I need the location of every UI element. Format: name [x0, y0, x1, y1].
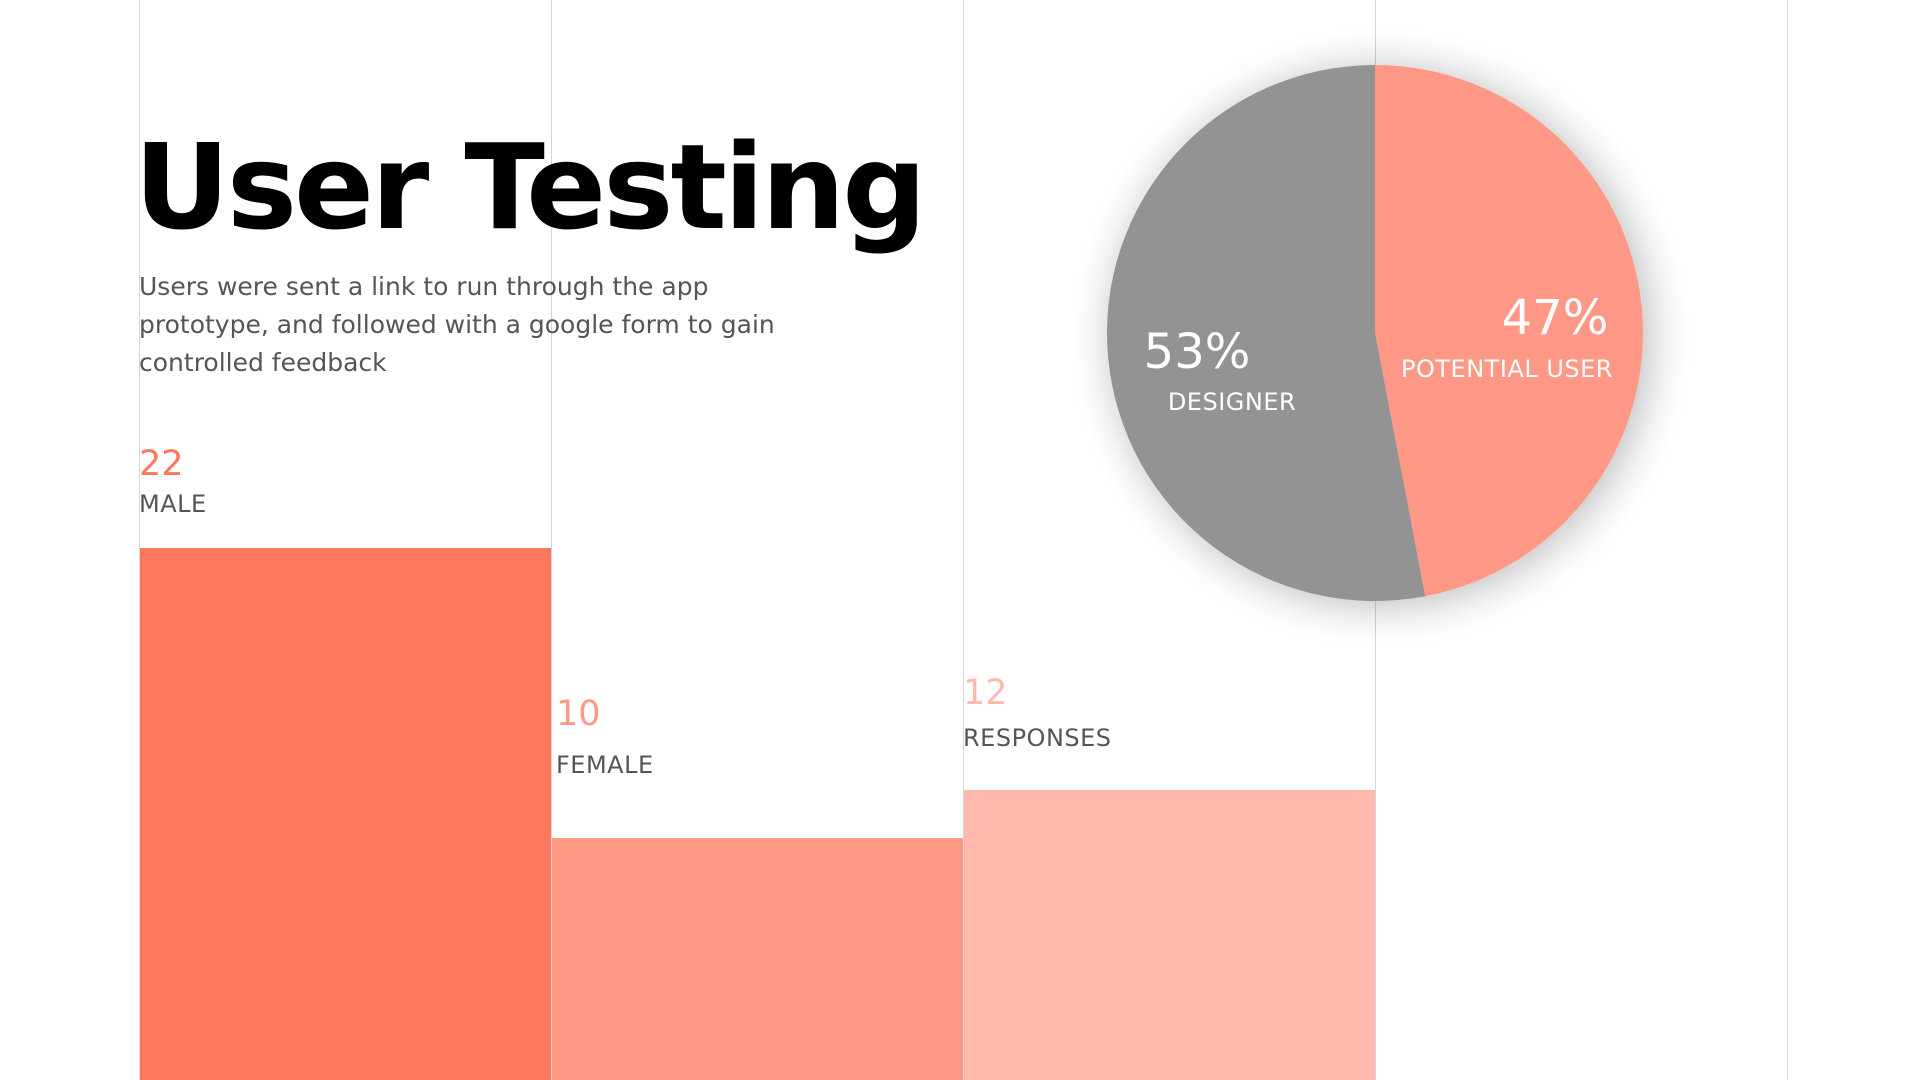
pie-label-designer: DESIGNER — [1168, 388, 1296, 416]
bar-label-female: FEMALE — [556, 751, 654, 779]
bar-value-male: 22 — [139, 444, 184, 484]
bar-male — [139, 547, 551, 1080]
grid-line — [963, 0, 964, 1080]
bar-value-female: 10 — [556, 694, 601, 734]
pie-slice-designer — [1106, 64, 1426, 601]
bar-value-responses: 12 — [963, 673, 1008, 713]
pie-label-potential-user: POTENTIAL USER — [1401, 355, 1613, 383]
bar-label-responses: RESPONSES — [963, 724, 1112, 752]
page-title: User Testing — [134, 118, 927, 256]
grid-line — [1787, 0, 1788, 1080]
page-subtitle: Users were sent a link to run through th… — [139, 272, 775, 377]
bar-label-male: MALE — [139, 490, 207, 518]
grid-line — [551, 0, 552, 1080]
pie-pct-potential-user: 47% — [1502, 290, 1609, 346]
pie-slice-potential-user — [1375, 65, 1643, 597]
bar-female — [551, 838, 963, 1080]
grid-line — [139, 0, 140, 1080]
pie-pct-designer: 53% — [1144, 324, 1251, 380]
bar-responses — [963, 789, 1375, 1080]
